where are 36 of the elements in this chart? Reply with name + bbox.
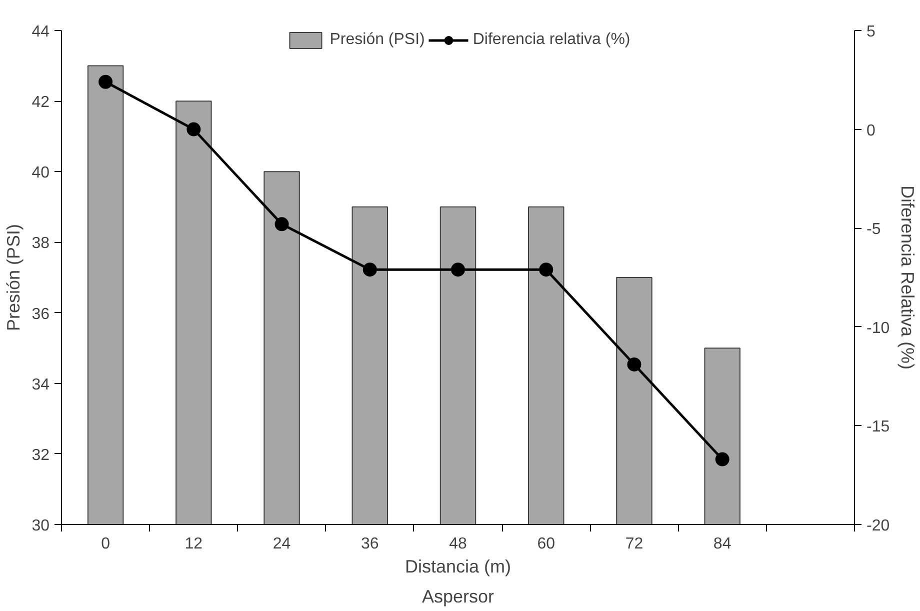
x-tick-label: 48 xyxy=(449,536,467,552)
x-axis-title: Distancia (m) xyxy=(404,556,512,576)
y2-tick-label: -5 xyxy=(866,221,881,238)
point xyxy=(186,122,201,136)
point xyxy=(539,262,554,277)
y-tick-label: 32 xyxy=(32,446,50,464)
point xyxy=(451,262,465,277)
x-tick-label: 0 xyxy=(101,536,110,552)
point xyxy=(627,357,642,372)
y-tick-label: 36 xyxy=(32,306,50,323)
x-tick-label: 72 xyxy=(625,536,644,552)
y2-tick-label: 0 xyxy=(866,122,876,140)
text: Aspersor xyxy=(422,586,494,606)
y-tick-label: 34 xyxy=(32,376,50,394)
point xyxy=(362,262,377,277)
y2-tick-label: -10 xyxy=(866,320,890,337)
point xyxy=(98,74,113,89)
y-tick-label: 38 xyxy=(32,235,50,252)
y2-tick-label: 5 xyxy=(866,24,876,40)
x-tick-label: 12 xyxy=(184,536,203,552)
x-tick-label: 84 xyxy=(713,536,732,552)
y2-axis-title: Diferencia Relativa (%) xyxy=(898,185,918,370)
point xyxy=(274,217,289,232)
legend-label: Presión (PSI) xyxy=(330,31,425,49)
y-tick-label: 40 xyxy=(32,164,50,182)
y2-tick-label: -15 xyxy=(866,418,890,436)
y-tick-label: 30 xyxy=(32,518,50,534)
y-axis-title: Presión (PSI) xyxy=(4,224,24,332)
point xyxy=(715,452,730,466)
legend-label: Diferencia relativa (%) xyxy=(472,31,630,49)
x-tick-label: 24 xyxy=(272,536,291,552)
y-tick-label: 44 xyxy=(32,24,50,40)
y2-tick-label: -20 xyxy=(866,518,890,534)
y-tick-label: 42 xyxy=(32,94,50,112)
x-tick-label: 36 xyxy=(360,536,379,552)
x-tick-label: 60 xyxy=(537,536,556,552)
